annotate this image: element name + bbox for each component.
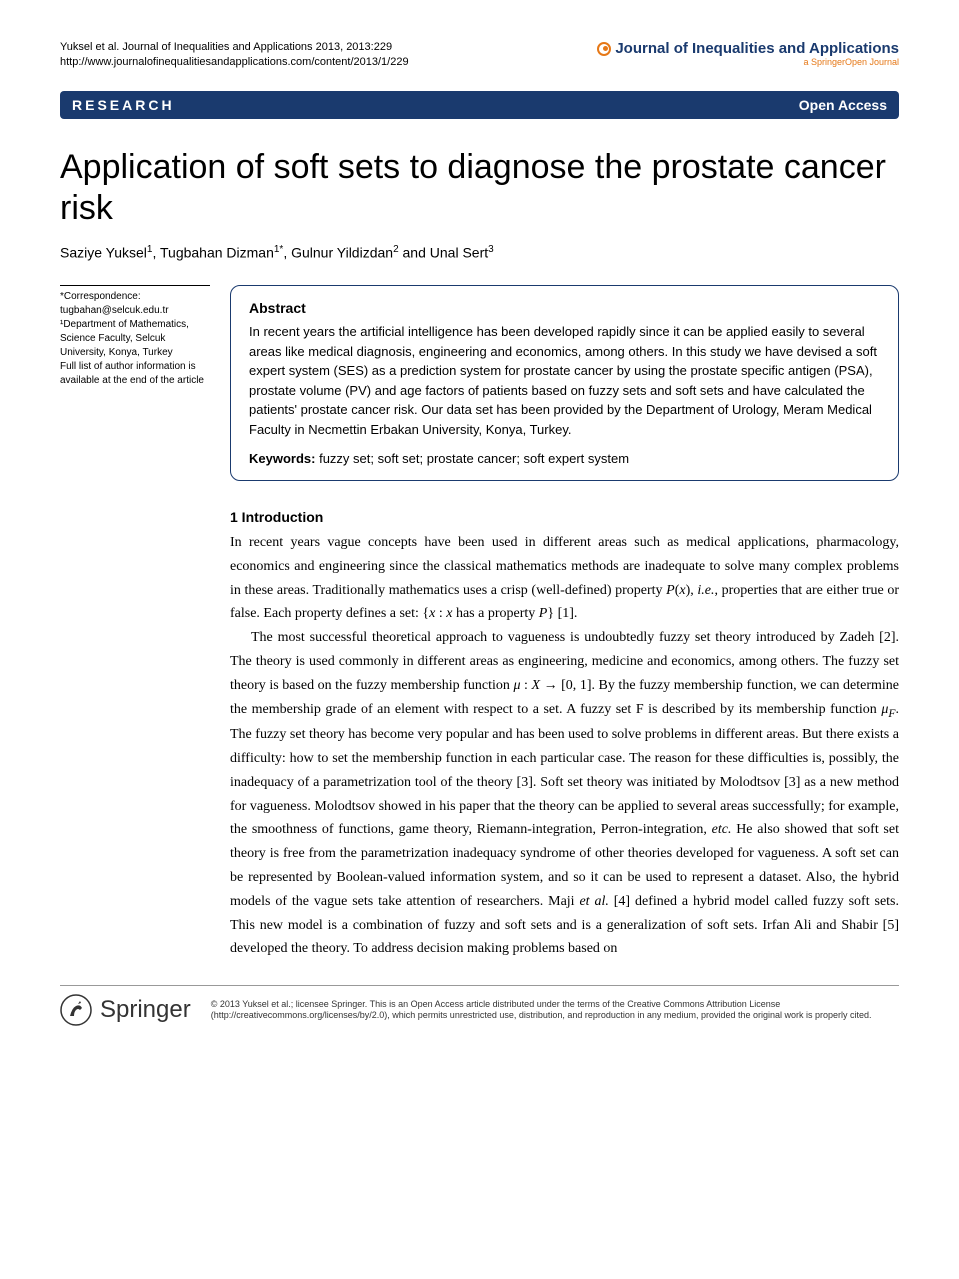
correspondence-label: *Correspondence: (60, 290, 210, 304)
banner-research-label: RESEARCH (72, 97, 175, 113)
abstract-box: Abstract In recent years the artificial … (230, 285, 899, 481)
keywords-line: Keywords: fuzzy set; soft set; prostate … (249, 451, 880, 466)
journal-name: Journal of Inequalities and Applications (615, 40, 899, 57)
author-list: Saziye Yuksel1, Tugbahan Dizman1*, Gulnu… (60, 244, 899, 261)
page-header: Yuksel et al. Journal of Inequalities an… (60, 40, 899, 71)
springer-open-label: a SpringerOpen Journal (597, 57, 899, 67)
correspondence-note: Full list of author information is avail… (60, 360, 210, 388)
section-heading-intro: 1 Introduction (230, 509, 899, 525)
journal-brand-block: Journal of Inequalities and Applications… (597, 40, 899, 67)
article-title: Application of soft sets to diagnose the… (60, 147, 899, 229)
springer-logo: Springer (60, 994, 191, 1026)
journal-brand: Journal of Inequalities and Applications (597, 40, 899, 57)
intro-para-2: The most successful theoretical approach… (230, 626, 899, 961)
page-footer: Springer © 2013 Yuksel et al.; licensee … (60, 985, 899, 1026)
citation-line-1: Yuksel et al. Journal of Inequalities an… (60, 40, 409, 55)
main-column: Abstract In recent years the artificial … (230, 285, 899, 961)
abstract-heading: Abstract (249, 300, 880, 316)
banner-open-access-label: Open Access (799, 97, 887, 113)
intro-para-1: In recent years vague concepts have been… (230, 531, 899, 626)
correspondence-affiliation: ¹Department of Mathematics, Science Facu… (60, 318, 210, 360)
citation-block: Yuksel et al. Journal of Inequalities an… (60, 40, 409, 71)
content-row: *Correspondence: tugbahan@selcuk.edu.tr … (60, 285, 899, 961)
correspondence-sidebar: *Correspondence: tugbahan@selcuk.edu.tr … (60, 285, 210, 961)
copyright-text: © 2013 Yuksel et al.; licensee Springer.… (211, 999, 899, 1022)
keywords-text: fuzzy set; soft set; prostate cancer; so… (315, 451, 629, 466)
keywords-label: Keywords: (249, 451, 315, 466)
brand-circle-icon (597, 42, 611, 56)
springer-text: Springer (100, 996, 191, 1024)
body-text: In recent years vague concepts have been… (230, 531, 899, 961)
correspondence-email: tugbahan@selcuk.edu.tr (60, 304, 210, 318)
citation-url: http://www.journalofinequalitiesandappli… (60, 55, 409, 70)
article-type-banner: RESEARCH Open Access (60, 91, 899, 119)
springer-horse-icon (60, 994, 92, 1026)
abstract-text: In recent years the artificial intellige… (249, 322, 880, 439)
